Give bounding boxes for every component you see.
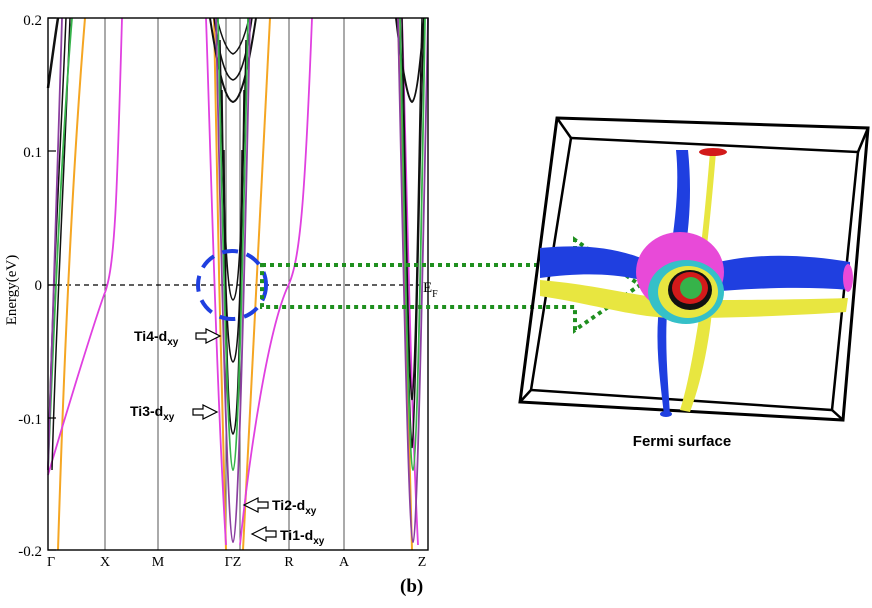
ti2-band: [217, 17, 249, 471]
svg-text:Ti1-dxy: Ti1-dxy: [280, 527, 325, 547]
yellow-surface-sheet: [680, 312, 712, 412]
y-axis-label: Energy(eV): [4, 255, 20, 326]
magenta-band: [239, 17, 313, 546]
svg-text:Ti2-dxy: Ti2-dxy: [272, 497, 317, 517]
annotation-ti4: Ti4-dxy: [134, 328, 222, 348]
ti2-band: [399, 17, 426, 472]
y-tick-label: -0.2: [18, 544, 42, 560]
ti1-band: [215, 17, 251, 543]
y-tick-label: -0.1: [18, 412, 42, 428]
green-pocket: [680, 277, 702, 299]
magenta-band: [205, 17, 227, 546]
kpoint-label-gamma: Γ: [47, 555, 55, 570]
annotation-ti2: Ti2-dxy: [242, 497, 317, 517]
figure-caption: (b): [400, 576, 424, 597]
annotation-ti1: Ti1-dxy: [250, 526, 325, 547]
kpoint-label-m: M: [152, 555, 165, 570]
annotation-ti3: Ti3-dxy: [130, 403, 219, 423]
svg-text:Ti3-dxy: Ti3-dxy: [130, 403, 175, 423]
svg-text:Ti4-dxy: Ti4-dxy: [134, 328, 179, 348]
magenta-band: [47, 17, 123, 476]
orange-band: [213, 17, 227, 551]
y-axis-ticks: [48, 17, 56, 551]
blue-surface-sheet: [657, 300, 670, 415]
band-structure-plot: 0.2 0.1 0 -0.1 -0.2 Energy(eV) Γ X M ΓZ …: [4, 13, 438, 570]
kpoint-label-z: Z: [418, 555, 427, 570]
plot-frame: [47, 17, 429, 551]
hollow-arrow-icon: [192, 404, 219, 420]
y-tick-label: 0.2: [23, 13, 42, 29]
edge-pocket: [660, 411, 672, 417]
ti1-band: [397, 17, 429, 544]
yellow-surface-sheet: [540, 280, 848, 319]
hollow-arrow-icon: [195, 328, 222, 344]
hollow-arrow-icon: [242, 497, 269, 513]
orange-band: [57, 17, 86, 551]
black-band: [216, 17, 250, 55]
y-tick-label: 0.1: [23, 145, 42, 161]
fermi-energy-label: EF: [423, 280, 438, 300]
ti1-band: [47, 17, 63, 471]
fermi-surface-label: Fermi surface: [633, 433, 731, 450]
kpoint-label-a: A: [339, 555, 350, 570]
edge-pocket: [843, 264, 853, 292]
edge-pocket: [699, 148, 727, 156]
kpoint-label-r: R: [284, 555, 294, 570]
black-band: [401, 17, 423, 401]
fermi-crossing-highlight: [196, 249, 268, 321]
hollow-arrow-icon: [250, 526, 277, 542]
y-tick-label: 0: [35, 278, 43, 294]
kpoint-label-gammaz: ΓZ: [225, 555, 242, 570]
black-band: [46, 17, 60, 89]
fermi-surface-view: Fermi surface: [518, 116, 870, 450]
kpoint-label-x: X: [100, 555, 110, 570]
